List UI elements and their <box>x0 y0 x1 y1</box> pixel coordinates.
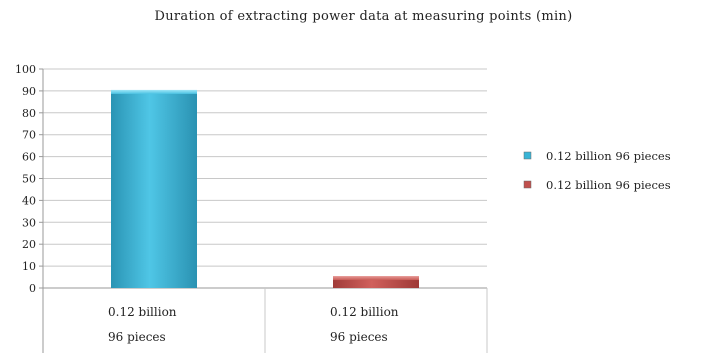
x-category-label: 0.12 billion <box>330 305 399 319</box>
legend-swatch <box>523 180 532 189</box>
y-axis-ticks: 0 10 20 30 40 50 60 70 80 90 100 <box>15 63 43 295</box>
y-tick-label: 0 <box>29 282 36 295</box>
legend-swatch <box>523 151 532 160</box>
chart-title: Duration of extracting power data at mea… <box>154 9 573 24</box>
bar <box>111 90 197 289</box>
y-tick-label: 50 <box>22 173 36 186</box>
x-category-label: 96 pieces <box>330 330 388 344</box>
bar-top-cap <box>333 276 419 281</box>
y-tick-label: 20 <box>22 238 36 251</box>
y-tick-label: 40 <box>22 194 36 207</box>
legend-label: 0.12 billion 96 pieces <box>546 178 671 192</box>
y-tick-label: 60 <box>22 151 36 164</box>
x-category-label: 0.12 billion <box>108 305 177 319</box>
x-axis-category-labels: 0.12 billion 96 pieces 0.12 billion 96 piec… <box>108 305 399 344</box>
bar-top-cap <box>111 89 197 94</box>
y-tick-label: 10 <box>22 260 36 273</box>
y-tick-label: 90 <box>22 85 36 98</box>
y-tick-label: 80 <box>22 107 36 120</box>
y-tick-label: 100 <box>15 63 36 76</box>
legend-label: 0.12 billion 96 pieces <box>546 149 671 163</box>
bars <box>111 89 419 289</box>
y-tick-label: 30 <box>22 216 36 229</box>
bar <box>333 277 419 288</box>
x-category-label: 96 pieces <box>108 330 166 344</box>
gridlines <box>43 68 487 267</box>
y-tick-label: 70 <box>22 129 36 142</box>
legend: 0.12 billion 96 pieces 0.12 billion 96 pi… <box>523 149 671 192</box>
